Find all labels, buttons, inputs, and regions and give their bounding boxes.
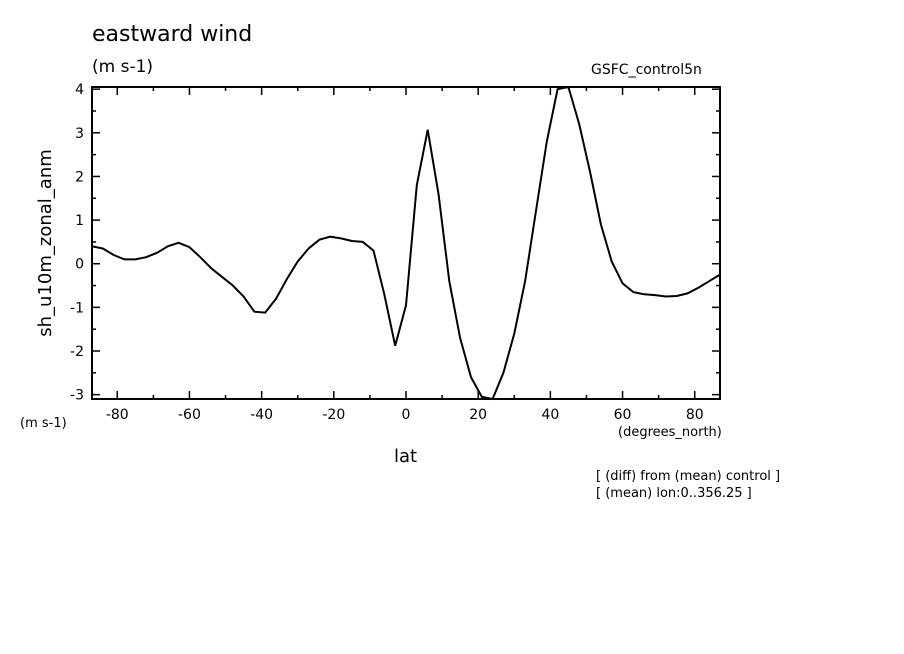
x-tick-label: 60 xyxy=(614,407,632,423)
y-tick-label: 4 xyxy=(75,82,84,98)
x-tick-label: -60 xyxy=(178,407,201,423)
y-axis-label: sh_u10m_zonal_anm xyxy=(35,149,56,337)
model-label: GSFC_control5n xyxy=(591,62,702,78)
y-tick-label: 0 xyxy=(75,257,84,273)
y-tick-label: -2 xyxy=(70,344,84,360)
plot-frame xyxy=(91,86,721,400)
y-tick-label: 1 xyxy=(75,213,84,229)
x-axis-label: lat xyxy=(394,446,418,467)
x-tick-label: 40 xyxy=(541,407,559,423)
chart-title: eastward wind xyxy=(92,22,253,47)
x-tick-label: -80 xyxy=(106,407,129,423)
x-tick-label: -20 xyxy=(322,407,345,423)
x-tick-label: 0 xyxy=(402,407,411,423)
y-tick-label: -1 xyxy=(70,300,84,316)
x-tick-label: 20 xyxy=(469,407,487,423)
series-line xyxy=(91,85,721,401)
y-tick-label: 3 xyxy=(75,126,84,142)
note-diff: [ (diff) from (mean) control ] xyxy=(596,469,781,484)
x-tick-label: -40 xyxy=(250,407,273,423)
chart-subtitle: (m s-1) xyxy=(92,57,154,77)
note-mean: [ (mean) lon:0..356.25 ] xyxy=(596,486,752,501)
y-tick-label: 2 xyxy=(75,169,84,185)
x-tick-label: 80 xyxy=(686,407,704,423)
y-axis-units: (m s-1) xyxy=(20,416,67,431)
x-axis-units: (degrees_north) xyxy=(618,425,722,440)
y-tick-label: -3 xyxy=(70,388,84,404)
